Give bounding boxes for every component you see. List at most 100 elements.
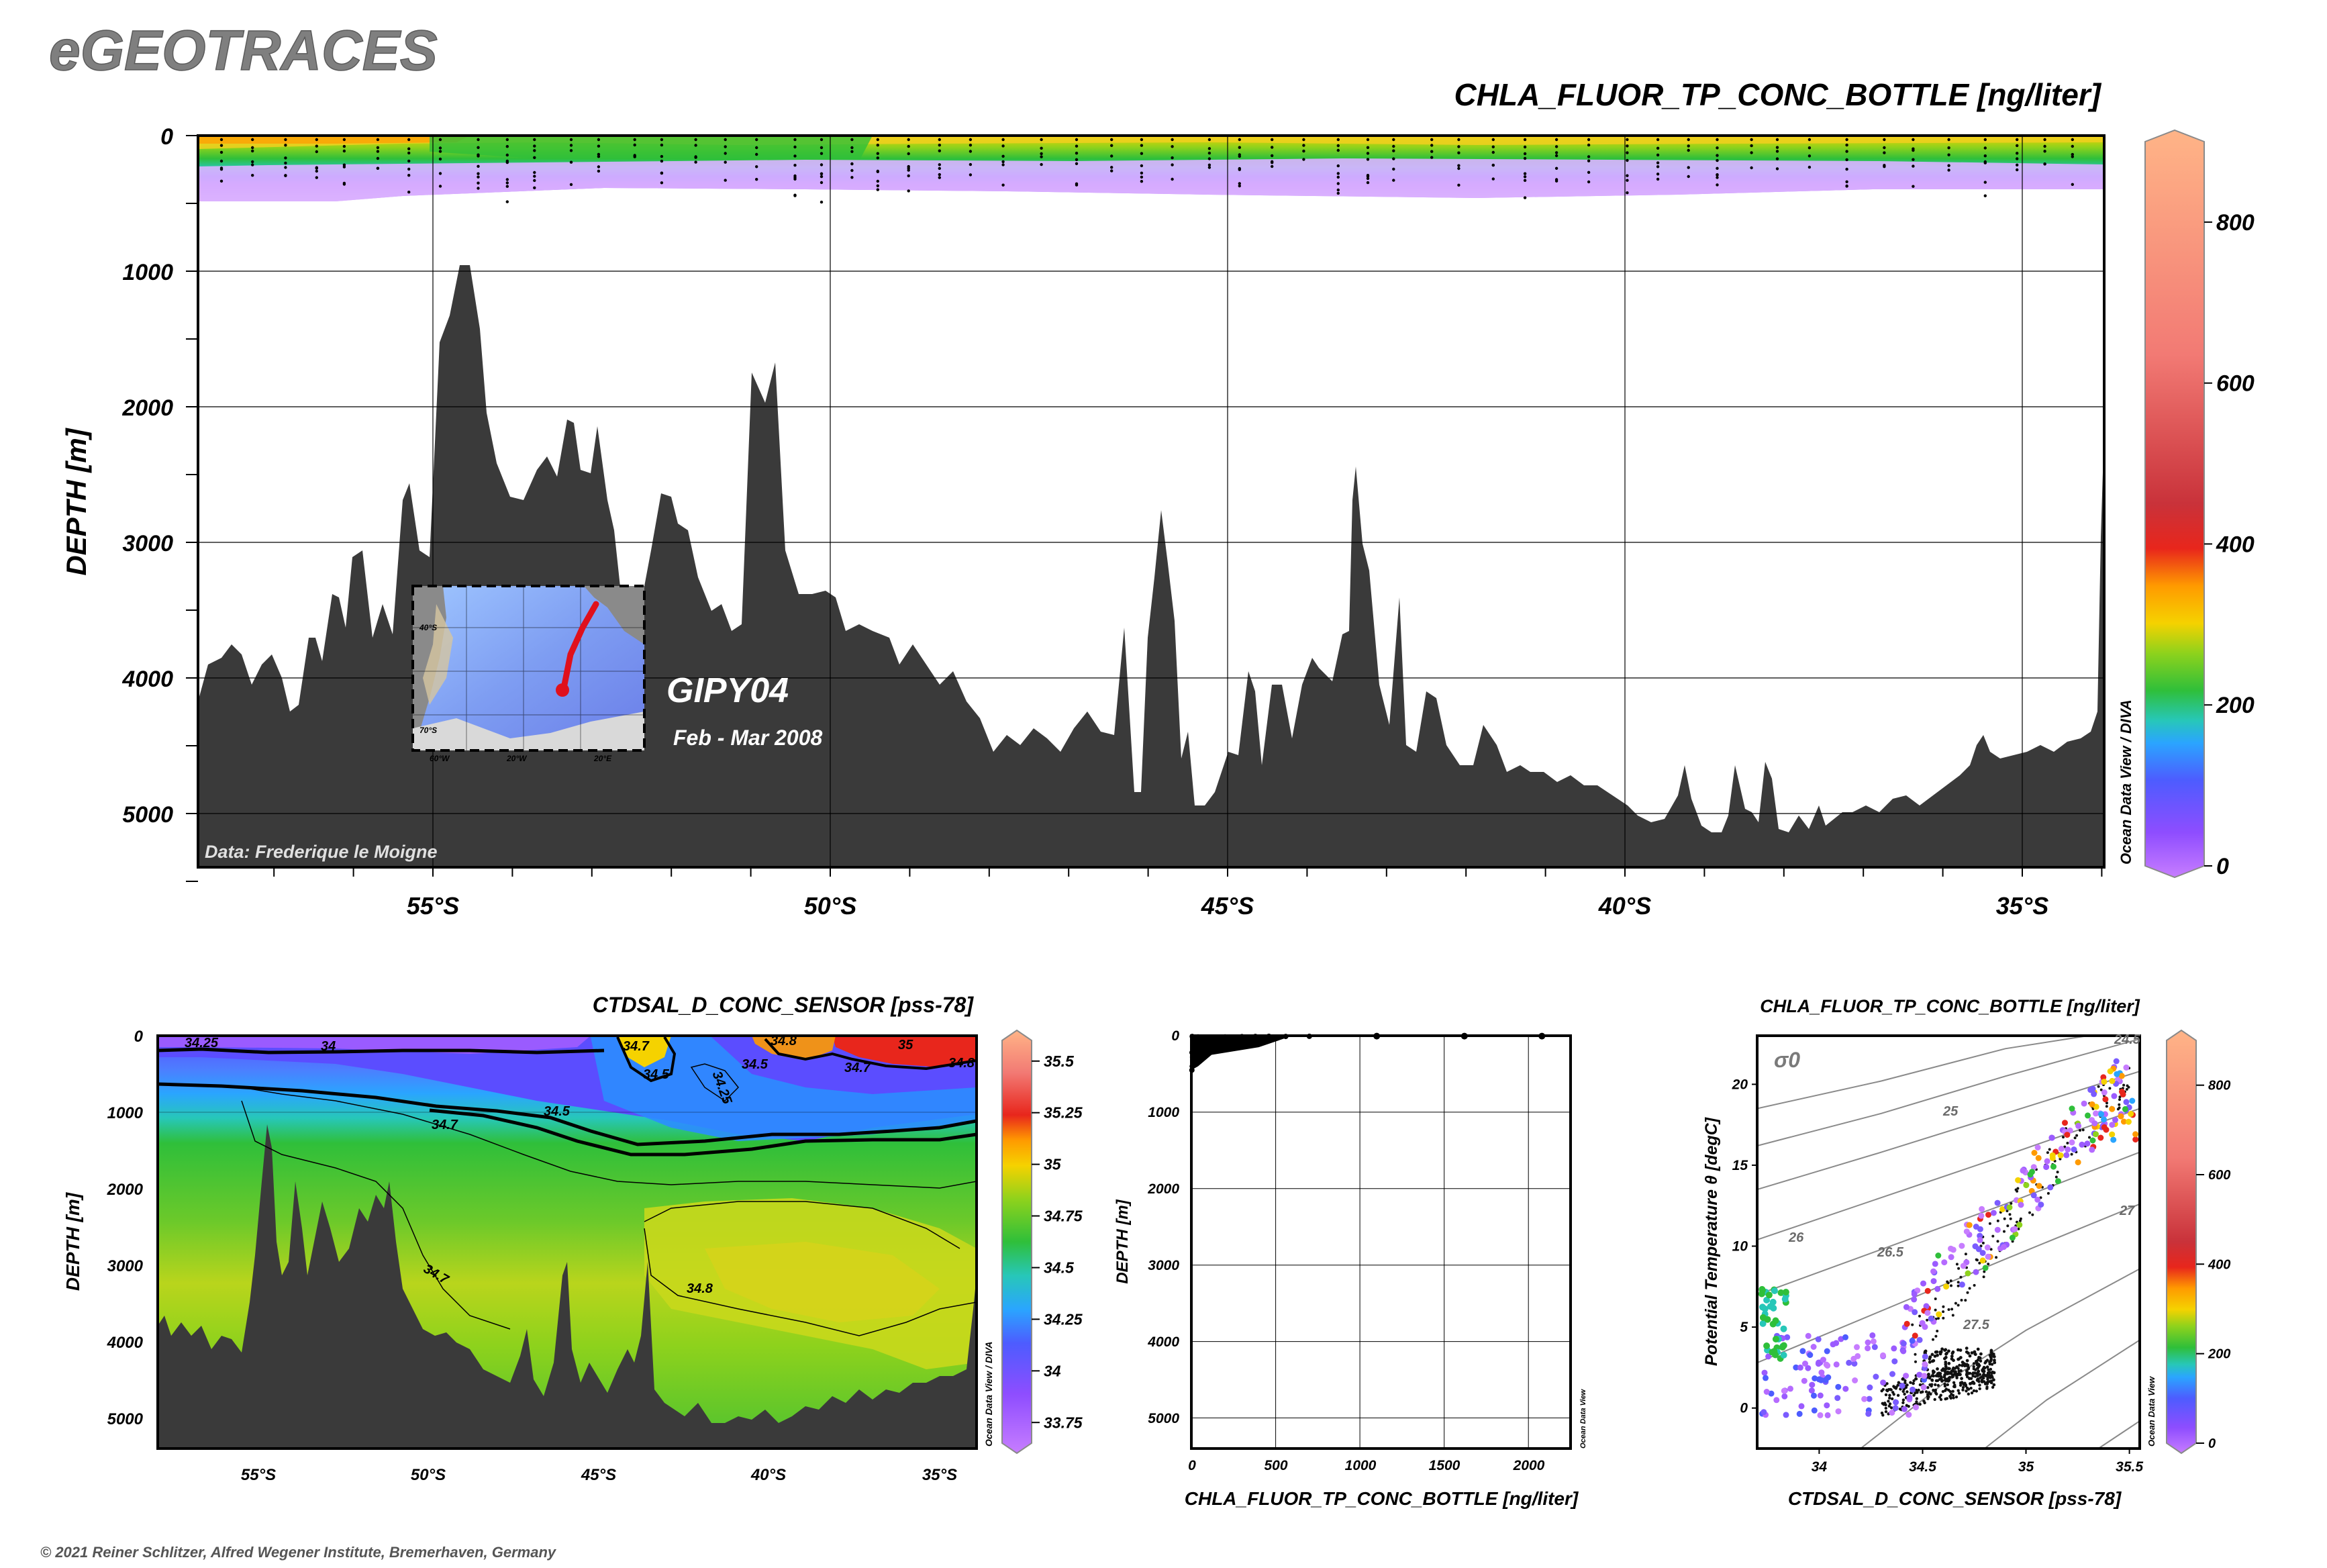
inset-map-antarctica bbox=[413, 712, 644, 750]
sample-dot bbox=[1075, 158, 1079, 161]
profile-y-ticks: 0 1000 2000 3000 4000 5000 bbox=[1147, 1028, 1179, 1426]
contour-label: 34.5 bbox=[742, 1057, 769, 1072]
ts-point bbox=[1967, 1366, 1971, 1370]
sample-dot bbox=[850, 168, 854, 173]
sample-dot bbox=[1207, 138, 1211, 142]
sample-dot bbox=[1207, 151, 1211, 155]
ts-point bbox=[2075, 1134, 2079, 1137]
ts-point bbox=[1922, 1353, 1928, 1360]
ts-point bbox=[2015, 1177, 2022, 1183]
ts-point bbox=[1939, 1350, 1943, 1354]
ts-point bbox=[1873, 1373, 1879, 1380]
ts-point bbox=[1992, 1383, 1995, 1387]
ts-point bbox=[1881, 1414, 1885, 1417]
sample-dot bbox=[505, 178, 509, 181]
sample-dot bbox=[1271, 146, 1274, 149]
sample-dot bbox=[1075, 144, 1079, 148]
sample-dot bbox=[219, 138, 224, 142]
ts-point bbox=[1939, 1398, 1943, 1402]
sample-dot bbox=[1140, 180, 1144, 183]
sample-dot bbox=[1336, 188, 1340, 192]
ts-point bbox=[1906, 1394, 1913, 1401]
sample-dot bbox=[1336, 164, 1340, 168]
ts-point bbox=[1991, 1234, 1995, 1238]
ts-point bbox=[1940, 1347, 1944, 1351]
isopycnal-line bbox=[2097, 1420, 2140, 1449]
sample-dot bbox=[284, 161, 287, 165]
sample-dot bbox=[1336, 191, 1340, 195]
sample-dot bbox=[1001, 154, 1005, 158]
ts-point bbox=[1924, 1287, 1931, 1294]
sample-dot bbox=[1140, 171, 1144, 175]
ts-point bbox=[1977, 1369, 1981, 1373]
ts-point bbox=[2118, 1113, 2124, 1120]
ts-point bbox=[1981, 1241, 1985, 1244]
ts-point bbox=[1921, 1373, 1928, 1379]
salinity-contour-thick bbox=[764, 1038, 977, 1071]
main-grid bbox=[198, 136, 2104, 867]
isopycnal-line bbox=[1756, 1035, 2089, 1110]
ts-point bbox=[2088, 1136, 2091, 1139]
isopycnal-label: 24.5 bbox=[2114, 1032, 2141, 1047]
ts-point bbox=[1957, 1389, 1960, 1392]
profile-ytick: 1000 bbox=[1148, 1105, 1179, 1120]
ts-point bbox=[2009, 1217, 2012, 1220]
ts-point bbox=[1999, 1206, 2006, 1212]
salinity-contour-thin bbox=[241, 1087, 977, 1189]
salinity-xtick: 55°S bbox=[241, 1466, 276, 1484]
ts-point bbox=[1954, 1373, 1959, 1376]
ts-point bbox=[2129, 1097, 2136, 1104]
ts-point bbox=[1951, 1314, 1954, 1317]
ts-point bbox=[2073, 1136, 2077, 1140]
ts-point bbox=[1972, 1243, 1979, 1250]
ts-point bbox=[2111, 1093, 2118, 1099]
sample-dot bbox=[850, 146, 854, 150]
sample-dot bbox=[1336, 148, 1340, 152]
sample-dot bbox=[597, 138, 601, 142]
ts-point bbox=[1948, 1375, 1952, 1379]
ts-point bbox=[2109, 1106, 2116, 1112]
ts-point bbox=[1938, 1395, 1942, 1399]
ts-point bbox=[1985, 1385, 1989, 1389]
sample-dot bbox=[1983, 181, 1987, 184]
colorbar-tick-label: 35.5 bbox=[1044, 1052, 1075, 1070]
sample-dot bbox=[505, 200, 509, 203]
contour-label: 34.25 bbox=[185, 1036, 219, 1050]
sample-dot bbox=[1554, 154, 1558, 158]
salinity-ytick: 3000 bbox=[107, 1257, 144, 1275]
sample-dot bbox=[793, 164, 797, 167]
ts-point bbox=[1943, 1349, 1947, 1352]
ts-point bbox=[1985, 1381, 1989, 1385]
sample-dot bbox=[407, 174, 411, 177]
main-minor-ticks bbox=[186, 135, 2103, 882]
sample-dot bbox=[694, 138, 697, 142]
ts-point bbox=[1903, 1379, 1907, 1383]
ts-point bbox=[1861, 1395, 1868, 1402]
ts-point bbox=[2047, 1184, 2054, 1191]
ts-point bbox=[1885, 1388, 1889, 1392]
ts-point bbox=[1934, 1297, 1937, 1300]
ts-point bbox=[1926, 1373, 1930, 1377]
ts-point bbox=[1996, 1240, 1999, 1243]
sample-dot bbox=[1656, 138, 1660, 142]
main-title: CHLA_FLUOR_TP_CONC_BOTTLE [ng/liter] bbox=[1454, 77, 2102, 112]
sample-dot bbox=[597, 144, 601, 148]
ts-point bbox=[1936, 1367, 1939, 1371]
main-ytick: 5000 bbox=[122, 802, 173, 828]
sample-dot bbox=[315, 166, 318, 170]
ts-ytick: 15 bbox=[1732, 1158, 1748, 1173]
isopycnal-label: 26.5 bbox=[1877, 1245, 1904, 1260]
profile-frame bbox=[1190, 1034, 1572, 1450]
copyright: © 2021 Reiner Schlitzer, Alfred Wegener … bbox=[40, 1544, 557, 1561]
sample-dot bbox=[1554, 151, 1558, 154]
sample-dot bbox=[477, 154, 480, 158]
salinity-contour-thin bbox=[690, 1063, 740, 1101]
contour-label: 34 bbox=[321, 1039, 336, 1054]
ts-point bbox=[1944, 1361, 1948, 1364]
ts-point bbox=[1984, 1244, 1991, 1251]
sample-dot bbox=[1171, 138, 1174, 142]
ts-point bbox=[2006, 1204, 2013, 1211]
ts-point bbox=[1948, 1254, 1954, 1261]
ts-point bbox=[1952, 1381, 1956, 1384]
ts-point bbox=[1935, 1253, 1942, 1259]
